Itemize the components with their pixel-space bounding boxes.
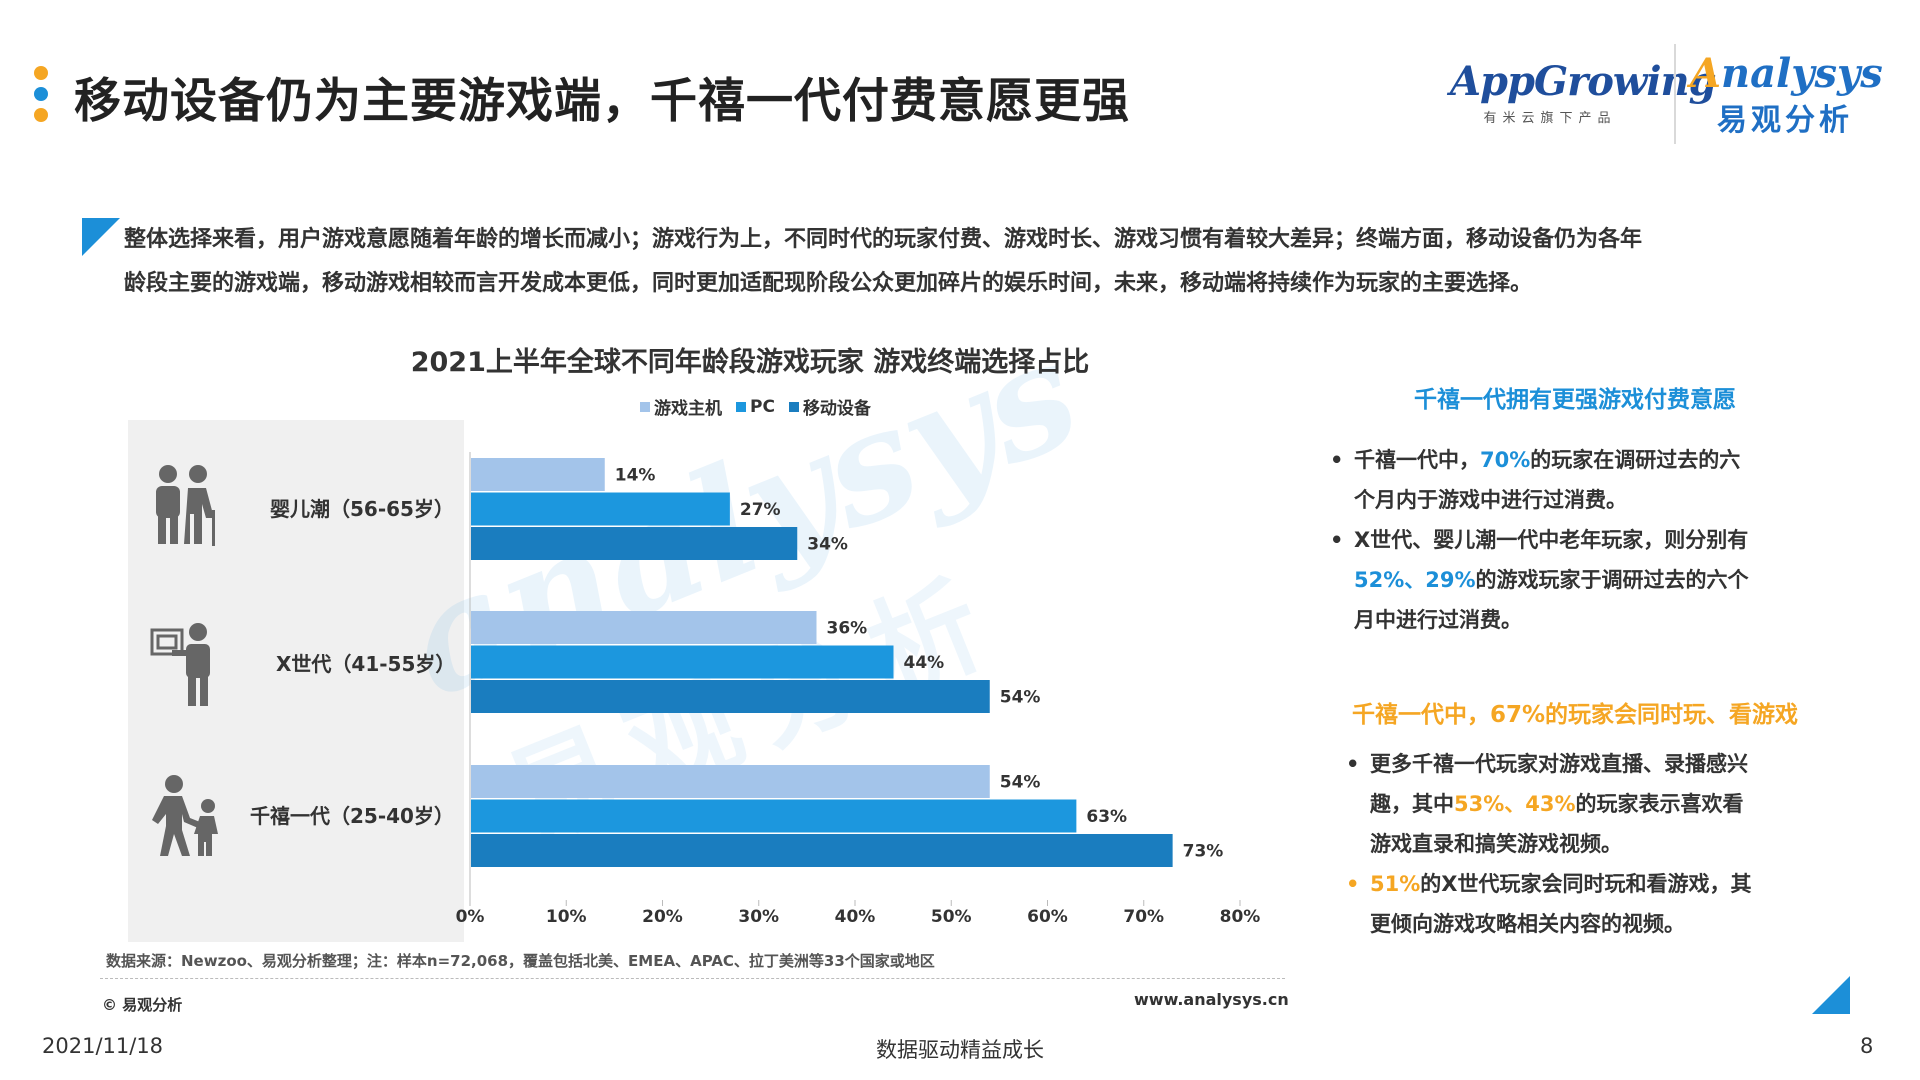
category-label-millennials: 千禧一代（25-40岁） — [250, 804, 454, 828]
category-label-baby-boomers: 婴儿潮（56-65岁） — [270, 497, 454, 521]
x-tick-label: 80% — [1220, 907, 1261, 927]
source-note: 数据来源：Newzoo、易观分析整理；注：样本n=72,068，覆盖包括北美、E… — [106, 952, 935, 970]
bar-value-label: 73% — [1183, 842, 1224, 862]
summary-line-1: 整体选择来看，用户游戏意愿随着年龄的增长而减小；游戏行为上，不同时代的玩家付费、… — [124, 227, 1643, 252]
bar — [471, 799, 1077, 833]
legend-swatch-console — [640, 401, 650, 412]
bar-value-label: 44% — [904, 653, 945, 673]
appgrowing-logo-subtitle: 有米云旗下产品 — [1483, 111, 1617, 126]
insight-item-millennial-streams: • 更多千禧一代玩家对游戏直播、录播感兴 趣，其中53%、43%的玩家表示喜欢看… — [1346, 752, 1748, 856]
title-dot-orange-bottom — [34, 108, 48, 122]
bar-value-label: 54% — [1000, 773, 1041, 793]
copyright: © 易观分析 — [102, 996, 183, 1014]
legend-item-mobile: 移动设备 — [788, 394, 871, 419]
bar — [471, 527, 798, 560]
title-dots — [34, 66, 50, 129]
bar — [471, 611, 817, 644]
x-tick-label: 50% — [931, 907, 972, 927]
parent-child-icon — [152, 775, 218, 856]
bar — [471, 645, 894, 679]
legend-label-pc: PC — [750, 396, 775, 417]
x-tick-label: 20% — [642, 907, 683, 927]
x-tick-label: 30% — [738, 907, 779, 927]
analysys-logo-cn: 易观分析 — [1717, 103, 1853, 138]
legend-swatch-mobile — [788, 401, 799, 412]
title-dot-blue — [34, 87, 48, 101]
office-worker-icon — [150, 623, 210, 706]
footer-date: 2021/11/18 — [42, 1034, 164, 1058]
insight-list-payment: • 千禧一代中，70%的玩家在调研过去的六 个月内于游戏中进行过消费。 • X世… — [1330, 440, 1800, 640]
insight-item-genx-watching: • 51%的X世代玩家会同时玩和看游戏，其 更倾向游戏攻略相关内容的视频。 — [1346, 872, 1752, 936]
bar — [471, 765, 990, 798]
bar-value-label: 63% — [1086, 807, 1127, 827]
analysys-logo: Analysys 易观分析 — [1690, 50, 1883, 139]
legend-item-pc: PC — [736, 394, 775, 419]
insight-title-payment: 千禧一代拥有更强游戏付费意愿 — [1414, 387, 1736, 413]
legend-label-console: 游戏主机 — [654, 399, 722, 419]
x-tick-label: 70% — [1123, 907, 1164, 927]
summary-line-2: 龄段主要的游戏端，移动游戏相较而言开发成本更低，同时更加适配现阶段公众更加碎片的… — [124, 271, 1533, 296]
analysys-logo-word: Analysys — [1690, 50, 1883, 97]
insight-item-millennial-payment: • 千禧一代中，70%的玩家在调研过去的六 个月内于游戏中进行过消费。 — [1330, 448, 1741, 512]
insight-title-watching: 千禧一代中，67%的玩家会同时玩、看游戏 — [1351, 702, 1799, 728]
summary-flag-icon — [82, 218, 120, 256]
legend-swatch-pc — [736, 401, 746, 412]
corner-triangle-icon — [1812, 976, 1850, 1014]
elderly-couple-icon — [156, 465, 215, 546]
title-dot-orange-top — [34, 66, 48, 80]
chart-legend: 游戏主机 PC 移动设备 — [640, 394, 871, 419]
logo-divider — [1674, 44, 1676, 144]
bar-value-label: 54% — [1000, 688, 1041, 708]
page-title: 移动设备仍为主要游戏端，千禧一代付费意愿更强 — [74, 74, 1130, 129]
insight-item-genx-boomer-payment: • X世代、婴儿潮一代中老年玩家，则分别有 52%、29%的游戏玩家于调研过去的… — [1330, 528, 1749, 632]
legend-label-mobile: 移动设备 — [802, 399, 871, 419]
bar-value-label: 36% — [827, 619, 868, 639]
category-label-gen-x: X世代（41-55岁） — [276, 652, 456, 676]
x-tick-label: 10% — [546, 907, 587, 927]
footer-tagline: 数据驱动精益成长 — [876, 1038, 1044, 1062]
bar — [471, 458, 605, 491]
summary-text: 整体选择来看，用户游戏意愿随着年龄的增长而减小；游戏行为上，不同时代的玩家付费、… — [124, 218, 1804, 306]
bar-value-label: 27% — [740, 500, 781, 520]
website-link[interactable]: www.analysys.cn — [1134, 990, 1289, 1009]
x-tick-label: 40% — [835, 907, 876, 927]
page-number: 8 — [1860, 1034, 1874, 1058]
bar — [471, 680, 990, 713]
bar-value-label: 14% — [615, 466, 656, 486]
insight-list-watching: • 更多千禧一代玩家对游戏直播、录播感兴 趣，其中53%、43%的玩家表示喜欢看… — [1346, 744, 1816, 944]
bar-value-label: 34% — [807, 535, 848, 555]
bar — [471, 492, 730, 526]
chart-title: 2021上半年全球不同年龄段游戏玩家 游戏终端选择占比 — [410, 347, 1090, 378]
legend-item-console: 游戏主机 — [640, 394, 722, 419]
x-tick-label: 0% — [456, 907, 485, 927]
bar — [471, 834, 1173, 867]
x-tick-label: 60% — [1027, 907, 1068, 927]
source-divider — [100, 978, 1285, 979]
